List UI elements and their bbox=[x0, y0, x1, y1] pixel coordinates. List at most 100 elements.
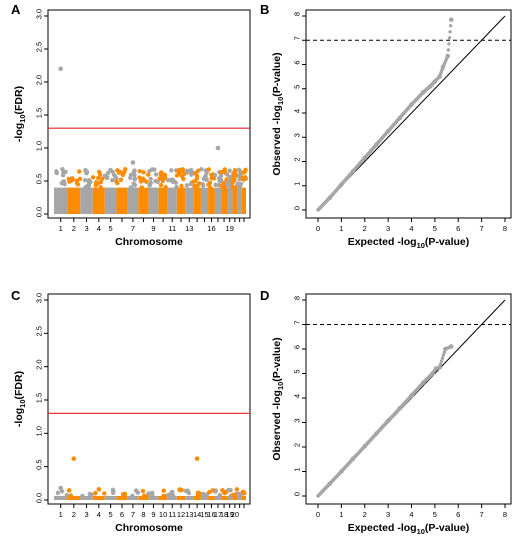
data-point bbox=[111, 172, 117, 178]
plot-frame bbox=[305, 293, 512, 505]
qq-point bbox=[447, 36, 452, 40]
highlighted-point bbox=[58, 485, 63, 491]
chromosome-band bbox=[92, 496, 105, 500]
y-tick-label: 4 bbox=[293, 109, 302, 113]
chromosome-band bbox=[104, 187, 117, 214]
data-point bbox=[241, 491, 246, 496]
data-point bbox=[114, 176, 119, 181]
data-point bbox=[128, 172, 134, 178]
chromosome-band bbox=[138, 187, 149, 214]
y-tick-label: 3 bbox=[293, 133, 302, 137]
highlighted-point bbox=[215, 145, 221, 151]
data-point bbox=[89, 492, 94, 497]
y-tick-label: 1.5 bbox=[35, 393, 44, 403]
y-tick-label: 3.0 bbox=[35, 9, 44, 19]
data-point bbox=[142, 178, 147, 183]
chromosome-band bbox=[226, 496, 233, 500]
x-tick-label: 6 bbox=[120, 510, 124, 519]
data-point bbox=[243, 175, 248, 180]
chromosome-band bbox=[208, 496, 215, 500]
data-point bbox=[55, 490, 61, 496]
data-point bbox=[194, 173, 200, 179]
y-tick-label: 2.5 bbox=[35, 326, 44, 336]
x-tick-label: 5 bbox=[109, 224, 113, 233]
data-point bbox=[132, 177, 138, 182]
x-tick-label: 1 bbox=[59, 510, 63, 519]
data-point bbox=[232, 177, 237, 182]
y-tick-label: 1 bbox=[293, 467, 302, 471]
panel-d: D 0 1 2 3 4 5 6 7 8 0 1 2 3 4 5 6 7 8 Expected -log10(P-val… bbox=[260, 288, 512, 536]
x-tick-label: 6 bbox=[456, 224, 460, 233]
chromosome-band bbox=[104, 496, 117, 500]
qq-point bbox=[439, 359, 444, 363]
highlighted-point bbox=[194, 456, 200, 461]
y-tick-label: 0 bbox=[293, 206, 302, 210]
y-tick-label: 0.5 bbox=[35, 174, 44, 184]
x-tick-label: 11 bbox=[168, 510, 176, 519]
panel-letter: A bbox=[11, 2, 21, 17]
x-tick-label: 4 bbox=[409, 510, 413, 519]
data-point bbox=[86, 180, 92, 186]
data-point bbox=[110, 487, 116, 493]
data-point bbox=[59, 181, 64, 186]
data-point bbox=[237, 184, 243, 190]
x-tick-label: 12 bbox=[177, 510, 185, 519]
chromosome-band bbox=[167, 187, 177, 214]
data-point bbox=[213, 182, 218, 187]
x-tick-label: 8 bbox=[503, 224, 507, 233]
data-point bbox=[165, 177, 171, 183]
x-tick-label: 1 bbox=[339, 510, 343, 519]
data-point bbox=[97, 172, 103, 177]
chromosome-band bbox=[193, 187, 201, 214]
data-point bbox=[74, 181, 80, 186]
highlighted-point bbox=[160, 172, 166, 177]
y-tick-label: 3 bbox=[293, 418, 302, 422]
panel-letter: B bbox=[260, 2, 269, 17]
plot-frame bbox=[47, 293, 251, 505]
x-tick-label: 5 bbox=[433, 224, 437, 233]
y-tick-label: 0 bbox=[293, 492, 302, 496]
data-point bbox=[185, 488, 190, 493]
data-point bbox=[166, 492, 171, 498]
data-point bbox=[199, 167, 204, 172]
data-point bbox=[155, 179, 160, 185]
data-point bbox=[68, 493, 74, 498]
x-tick-label: 2 bbox=[72, 510, 76, 519]
chromosome-band bbox=[148, 496, 159, 500]
y-tick-label: 2.0 bbox=[35, 75, 44, 85]
data-point bbox=[67, 488, 72, 493]
x-tick-label: 15 bbox=[200, 510, 208, 519]
x-tick-label: 19 bbox=[226, 224, 234, 233]
data-point bbox=[201, 176, 207, 182]
data-point bbox=[98, 185, 104, 190]
x-tick-label: 13 bbox=[185, 224, 193, 233]
data-point bbox=[118, 177, 124, 182]
y-axis-label: Observed -log10(P-value) bbox=[271, 52, 285, 175]
data-point bbox=[225, 172, 230, 177]
x-axis-label: Expected -log10(P-value) bbox=[348, 236, 470, 250]
data-point bbox=[132, 168, 137, 173]
x-tick-label: 19 bbox=[226, 510, 234, 519]
chromosome-band bbox=[185, 187, 194, 214]
chromosome-band bbox=[185, 496, 194, 500]
data-point bbox=[83, 184, 88, 190]
data-point bbox=[104, 174, 110, 180]
y-tick-label: 8 bbox=[293, 296, 302, 300]
data-point bbox=[161, 488, 166, 493]
data-point bbox=[100, 176, 105, 181]
highlighted-point bbox=[71, 456, 77, 461]
x-tick-label: 13 bbox=[185, 510, 193, 519]
x-tick-label: 18 bbox=[220, 510, 228, 519]
panel-a: A 0.0 0.5 1.0 1.5 2.0 2.5 3.0 1 2 3 4 5 7 9 11 13 16 19 Chr… bbox=[11, 2, 251, 248]
data-point bbox=[243, 167, 248, 172]
data-point bbox=[67, 179, 72, 184]
x-tick-label: 3 bbox=[84, 224, 88, 233]
chromosome-band bbox=[176, 187, 186, 214]
chromosome-band bbox=[116, 187, 128, 214]
y-tick-label: 2.0 bbox=[35, 359, 44, 369]
x-tick-label: 3 bbox=[84, 510, 88, 519]
data-point bbox=[90, 175, 96, 180]
data-point bbox=[128, 185, 134, 190]
x-tick-label: 2 bbox=[72, 224, 76, 233]
